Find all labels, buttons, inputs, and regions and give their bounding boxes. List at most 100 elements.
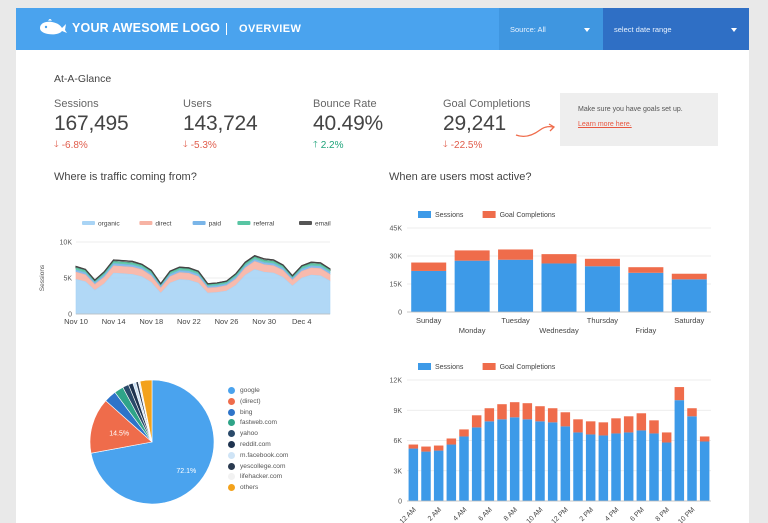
pie-legend-item: others xyxy=(228,484,258,492)
learn-more-link[interactable]: Learn more here. xyxy=(578,121,632,128)
bar-sessions xyxy=(421,451,431,501)
legend-swatch xyxy=(228,441,235,448)
legend-label: Sessions xyxy=(435,212,464,219)
bar-goal-completions xyxy=(687,408,697,417)
metric-value: 29,241 xyxy=(443,112,507,135)
legend-label-email: email xyxy=(315,221,331,228)
arrow-down-icon: 🡓 xyxy=(183,139,188,149)
date-range-dropdown[interactable]: select date range xyxy=(603,8,749,50)
bar-goal-completions xyxy=(623,416,634,433)
glance-title: At-A-Glance xyxy=(54,73,112,85)
traffic-section-title: Where is traffic coming from? xyxy=(54,171,197,183)
metric-goal-completions: Goal Completions 29,241 🡓 -22.5% xyxy=(443,98,530,153)
legend-swatch xyxy=(228,484,235,492)
metric-bounce-rate: Bounce Rate 40.49% 🡑 2.2% xyxy=(313,98,383,153)
legend-label: m.facebook.com xyxy=(240,451,289,459)
pie-slice--direct- xyxy=(89,400,153,454)
arrow-down-icon: 🡓 xyxy=(443,139,448,149)
bar-sessions xyxy=(459,436,469,501)
x-tick-label: Monday xyxy=(459,326,486,335)
bar-sessions xyxy=(433,450,444,501)
x-tick-label: Nov 10 xyxy=(64,317,88,324)
pie-legend-item: m.facebook.com xyxy=(228,451,289,459)
bar-sessions xyxy=(408,448,419,501)
x-tick-label: Nov 26 xyxy=(215,317,239,324)
bar-goal-completions xyxy=(459,429,469,437)
bar-sessions xyxy=(471,427,482,501)
bar-goal-completions xyxy=(498,249,534,260)
bar-sessions xyxy=(411,270,447,312)
bar-sessions xyxy=(541,263,577,312)
metric-value: 143,724 xyxy=(183,112,258,135)
metric-delta-value: -6.8% xyxy=(61,139,88,151)
bar-goal-completions xyxy=(671,273,707,280)
bar-goal-completions xyxy=(433,445,444,451)
legend-swatch-sessions xyxy=(418,363,431,370)
y-tick-label: 0 xyxy=(398,499,402,506)
traffic-area-chart: 0 5K 10K Sessions Nov 10 Nov 14 Nov 18 Nov 22 No… xyxy=(39,221,331,325)
bar-sessions xyxy=(585,434,596,501)
curved-arrow-icon xyxy=(515,123,556,137)
bar-goal-completions xyxy=(628,267,664,273)
source-pie-chart: 72.1% 14.5% xyxy=(89,379,215,505)
legend-label: Goal Completions xyxy=(500,212,556,219)
legend-label-direct: direct xyxy=(155,221,171,228)
bar-goal-completions xyxy=(522,403,533,420)
x-tick-label: 6 AM xyxy=(478,506,494,522)
weekday-bar-chart: 0 15K 30K 45K Sunday Monday Tuesday Wednesday Th… xyxy=(390,211,711,335)
x-tick-label: 10 AM xyxy=(525,506,544,523)
chevron-down-icon xyxy=(584,28,590,32)
bar-sessions xyxy=(699,441,710,501)
legend-label-organic: organic xyxy=(98,221,120,228)
metric-value: 40.49% xyxy=(313,112,384,135)
legend-swatch xyxy=(228,462,235,470)
pie-legend-item: reddit.com xyxy=(228,441,271,448)
source-dropdown[interactable]: Source: All xyxy=(499,8,603,50)
metric-label: Bounce Rate xyxy=(313,98,377,110)
bar-goal-completions xyxy=(584,258,620,267)
logo-text: YOUR AWESOME LOGO xyxy=(72,21,221,35)
goals-note: Make sure you have goals set up. Learn m… xyxy=(560,93,718,146)
y-tick-label: 9K xyxy=(393,408,402,415)
x-tick-label: Saturday xyxy=(674,316,704,325)
bar-goal-completions xyxy=(446,438,457,445)
legend-label: google xyxy=(240,387,260,394)
legend-swatch xyxy=(228,451,235,459)
pie-legend-item: yahoo xyxy=(228,430,258,438)
bar-goal-completions xyxy=(421,446,431,452)
y-tick-label: 6K xyxy=(393,438,402,445)
y-tick-label: 3K xyxy=(393,468,402,475)
bar-goal-completions xyxy=(611,418,621,434)
legend-label: Sessions xyxy=(435,364,464,371)
legend-swatch-goal-completions xyxy=(482,363,496,370)
active-section-title: When are users most active? xyxy=(389,171,532,183)
bar-sessions xyxy=(623,432,634,501)
x-tick-label: 4 AM xyxy=(452,506,468,522)
legend-label-paid: paid xyxy=(209,221,222,228)
legend-label: fastweb.com xyxy=(240,419,278,427)
whale-icon xyxy=(40,19,67,35)
bar-goal-completions xyxy=(699,436,710,442)
bar-sessions xyxy=(547,422,558,501)
bar-sessions xyxy=(522,419,533,501)
logo[interactable]: YOUR AWESOME LOGO xyxy=(38,19,220,37)
x-tick-label: Friday xyxy=(635,326,656,335)
bar-goal-completions xyxy=(547,408,558,423)
legend-swatch-goal-completions xyxy=(482,211,496,218)
pie-legend-item: yescollege.com xyxy=(228,462,285,470)
arrow-up-icon: 🡑 xyxy=(313,139,318,149)
bar-sessions xyxy=(671,279,707,312)
x-tick-label: Wednesday xyxy=(539,326,579,335)
metric-label: Goal Completions xyxy=(443,98,531,110)
bar-sessions xyxy=(509,417,520,501)
y-axis-label: Sessions xyxy=(39,264,46,291)
y-tick-label: 45K xyxy=(390,226,403,233)
legend-label: yahoo xyxy=(240,430,258,438)
legend-label: bing xyxy=(240,408,253,416)
metric-delta: 🡓 -5.3% xyxy=(183,137,258,153)
metric-sessions: Sessions 167,495 🡓 -6.8% xyxy=(54,98,129,153)
source-dropdown-label: Source: All xyxy=(510,25,546,34)
x-tick-label: 12 PM xyxy=(550,506,569,523)
date-range-label: select date range xyxy=(614,25,672,34)
metric-users: Users 143,724 🡓 -5.3% xyxy=(183,98,258,153)
